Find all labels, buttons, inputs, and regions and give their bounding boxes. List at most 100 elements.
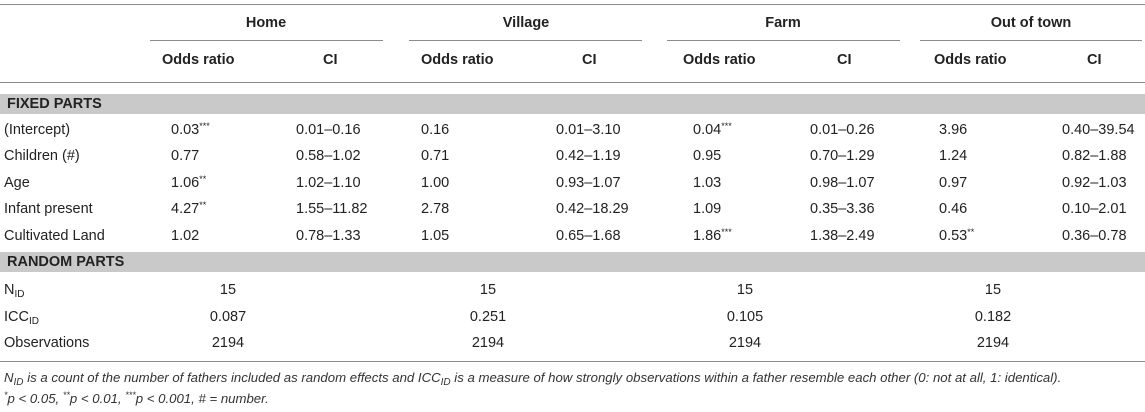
random-value-cell: 2194: [976, 335, 1010, 351]
footnote-p001: p < 0.001, # = number.: [135, 391, 269, 406]
cell-value: 1.38–2.49: [810, 228, 875, 244]
ci-cell: 0.58–1.02: [296, 147, 361, 165]
row-label: Age: [4, 175, 30, 191]
cell-value: 0.77: [171, 148, 200, 164]
top-rule: [0, 4, 1145, 5]
ci-cell: 0.35–3.36: [810, 200, 875, 218]
ci-cell: 0.82–1.88: [1062, 147, 1127, 165]
ci-cell: 0.42–1.19: [556, 147, 621, 165]
ci-cell: 0.92–1.03: [1062, 174, 1127, 192]
footnote-star-3: ***: [125, 390, 136, 400]
significance-stars: **: [967, 227, 975, 237]
ci-cell: 1.38–2.49: [810, 227, 875, 245]
odds-ratio-cell: 1.03: [693, 174, 721, 192]
cell-value: 1.55–11.82: [296, 201, 368, 217]
footnote-icc-sub: ID: [440, 377, 451, 388]
cell-value: 1.86: [693, 228, 722, 244]
footnote-p01: p < 0.01,: [69, 391, 126, 406]
cell-value: 0.65–1.68: [556, 228, 621, 244]
significance-stars: **: [199, 174, 207, 184]
cell-value: 1.00: [421, 175, 450, 191]
odds-ratio-cell: 1.24: [939, 147, 967, 165]
significance-stars: ***: [199, 121, 210, 131]
header-rule: [0, 82, 1145, 83]
odds-ratio-cell: 1.05: [421, 227, 449, 245]
cell-value: 0.42–1.19: [556, 148, 621, 164]
footnote-part-2: is a measure of how strongly observation…: [450, 370, 1062, 385]
footnote-line-1: NID is a count of the number of fathers …: [4, 368, 1061, 388]
cell-value: 0.36–0.78: [1062, 228, 1127, 244]
label-main: ICC: [4, 309, 29, 325]
cell-value: 0.58–1.02: [296, 148, 361, 164]
ci-cell: 0.01–0.26: [810, 121, 875, 139]
significance-stars: ***: [721, 121, 732, 131]
cell-value: 1.02–1.10: [296, 175, 361, 191]
row-label: (Intercept): [4, 122, 71, 138]
col-header-village-ci: CI: [582, 52, 597, 68]
random-value-cell: 0.182: [974, 309, 1012, 325]
cell-value: 0.03: [171, 122, 200, 138]
random-value-cell: 0.105: [726, 309, 764, 325]
odds-ratio-cell: 1.00: [421, 174, 449, 192]
odds-ratio-cell: 0.46: [939, 200, 967, 218]
odds-ratio-cell: 1.02: [171, 227, 199, 245]
footnote-part-1: is a count of the number of fathers incl…: [23, 370, 441, 385]
cell-value: 0.98–1.07: [810, 175, 875, 191]
odds-ratio-cell: 0.03***: [171, 121, 210, 139]
cell-value: 1.24: [939, 148, 968, 164]
col-header-out-of-town-odds: Odds ratio: [934, 52, 1007, 68]
cell-value: 0.46: [939, 201, 968, 217]
cell-value: 0.04: [693, 122, 722, 138]
random-row-label: ICCID: [4, 308, 39, 327]
ci-cell: 0.42–18.29: [556, 200, 629, 218]
ci-cell: 0.78–1.33: [296, 227, 361, 245]
ci-cell: 0.10–2.01: [1062, 200, 1127, 218]
footnote-n-sub: ID: [13, 377, 24, 388]
fixed-parts-band: FIXED PARTS: [0, 94, 1145, 114]
random-value-cell: 15: [736, 282, 754, 298]
cell-value: 0.97: [939, 175, 968, 191]
cell-value: 1.02: [171, 228, 200, 244]
random-row-label: Observations: [4, 334, 89, 352]
col-header-farm-ci: CI: [837, 52, 852, 68]
cell-value: 0.35–3.36: [810, 201, 875, 217]
ci-cell: 0.93–1.07: [556, 174, 621, 192]
ci-cell: 0.40–39.54: [1062, 121, 1135, 139]
cell-value: 0.70–1.29: [810, 148, 875, 164]
random-row-label: NID: [4, 281, 24, 300]
col-header-home-ci: CI: [323, 52, 338, 68]
random-value-cell: 15: [984, 282, 1002, 298]
odds-ratio-cell: 1.09: [693, 200, 721, 218]
footnote-star-1: *: [4, 390, 8, 400]
cell-value: 0.71: [421, 148, 450, 164]
col-header-village-odds: Odds ratio: [421, 52, 494, 68]
group-underline-home: [150, 40, 383, 41]
random-value-cell: 0.251: [469, 309, 507, 325]
ci-cell: 0.36–0.78: [1062, 227, 1127, 245]
cell-value: 4.27: [171, 201, 200, 217]
ci-cell: 0.01–3.10: [556, 121, 621, 139]
cell-value: 0.82–1.88: [1062, 148, 1127, 164]
label-main: Observations: [4, 335, 90, 351]
odds-ratio-cell: 3.96: [939, 121, 967, 139]
random-parts-band: RANDOM PARTS: [0, 252, 1145, 272]
footnote-p05: p < 0.05,: [7, 391, 63, 406]
footnote-star-2: **: [62, 390, 70, 400]
cell-value: 0.10–2.01: [1062, 201, 1127, 217]
row-label: Cultivated Land: [4, 228, 105, 244]
cell-value: 1.06: [171, 175, 200, 191]
fixed-parts-title: FIXED PARTS: [7, 96, 102, 112]
group-header-out-of-town: Out of town: [990, 15, 1072, 31]
odds-ratio-cell: 0.77: [171, 147, 199, 165]
odds-ratio-cell: 0.04***: [693, 121, 732, 139]
ci-cell: 0.01–0.16: [296, 121, 361, 139]
footnote-n: N: [4, 370, 14, 385]
col-header-out-of-town-ci: CI: [1087, 52, 1102, 68]
group-header-village: Village: [502, 15, 550, 31]
cell-value: 0.16: [421, 122, 450, 138]
cell-value: 0.92–1.03: [1062, 175, 1127, 191]
group-header-home: Home: [245, 15, 287, 31]
label-sub: ID: [28, 316, 39, 327]
row-label: Children (#): [4, 148, 80, 164]
cell-value: 0.93–1.07: [556, 175, 621, 191]
